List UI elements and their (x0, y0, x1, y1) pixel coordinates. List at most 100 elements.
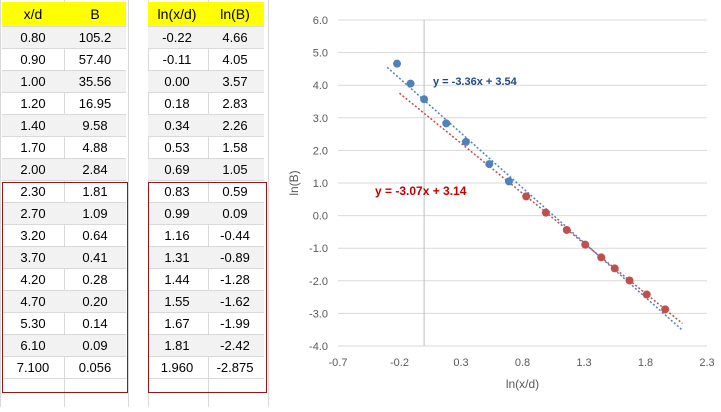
ln-cell[interactable]: -1.99 (206, 312, 264, 335)
ln-cell[interactable]: 1.16 (148, 224, 206, 247)
table-row: 0.34 2.26 (148, 114, 264, 137)
data-point-blue (504, 177, 513, 186)
ln-cell[interactable]: 1.960 (148, 356, 206, 379)
xd-b-cell[interactable]: 9.58 (64, 114, 126, 137)
ln-cell[interactable]: 0.18 (148, 92, 206, 115)
ln-cell[interactable]: 0.00 (148, 70, 206, 93)
ln-cell[interactable]: -1.62 (206, 290, 264, 313)
data-point-blue (485, 160, 494, 169)
data-point-red (562, 225, 571, 234)
xd-b-cell[interactable]: 0.90 (2, 48, 64, 71)
y-tick-label: 0.0 (313, 211, 328, 223)
ln-cell[interactable]: -1.28 (206, 268, 264, 291)
ln-cell[interactable]: 2.83 (206, 92, 264, 115)
x-tick-label: -0.7 (329, 357, 348, 369)
ln-cell[interactable]: 3.57 (206, 70, 264, 93)
xd-b-header-1[interactable]: B (64, 2, 126, 27)
ln-cell[interactable]: 0.34 (148, 114, 206, 137)
table-row: 1.44 -1.28 (148, 268, 264, 291)
data-point-blue (393, 59, 402, 68)
scatter-chart[interactable]: 6.0 5.0 4.0 3.0 2.0 1.0 0.0 -1.0 -2.0 -3.0 -4.0 -0.… (272, 0, 721, 407)
ln-cell[interactable]: -2.42 (206, 334, 264, 357)
chart-svg: 6.05.04.03.02.01.00.0-1.0-2.0-3.0-4.0-0.… (287, 15, 715, 391)
xd-b-cell[interactable]: 0.28 (64, 268, 126, 291)
xd-b-cell[interactable]: 1.81 (64, 180, 126, 203)
xd-b-cell[interactable]: 4.70 (2, 290, 64, 313)
data-table-ln: ln(x/d) ln(B) -0.22 4.66 -0.11 4.05 0.00 3.57 0.… (148, 2, 264, 379)
xd-b-cell[interactable]: 1.09 (64, 202, 126, 225)
ln-cell[interactable]: 0.99 (148, 202, 206, 225)
data-point-red (642, 290, 651, 299)
ln-cell[interactable]: -0.44 (206, 224, 264, 247)
table-row: 1.55 -1.62 (148, 290, 264, 313)
xd-b-cell[interactable]: 1.20 (2, 92, 64, 115)
xd-b-cell[interactable]: 0.09 (64, 334, 126, 357)
ln-cell[interactable]: 1.55 (148, 290, 206, 313)
ln-cell[interactable]: 1.31 (148, 246, 206, 269)
table-row: 0.18 2.83 (148, 92, 264, 115)
x-tick-label: 0.3 (453, 357, 468, 369)
ln-cell[interactable]: 0.69 (148, 158, 206, 181)
xd-b-cell[interactable]: 3.20 (2, 224, 64, 247)
table-row: 0.53 1.58 (148, 136, 264, 159)
ln-cell[interactable]: -0.11 (148, 48, 206, 71)
xd-b-cell[interactable]: 2.30 (2, 180, 64, 203)
ln-cell[interactable]: -0.22 (148, 26, 206, 49)
trendline-red (399, 92, 683, 324)
x-tick-label: -0.2 (390, 357, 409, 369)
x-tick-label: 1.3 (576, 357, 591, 369)
table-row: 4.70 0.20 (2, 290, 126, 313)
y-tick-label: 6.0 (313, 15, 328, 27)
table-row: 1.40 9.58 (2, 114, 126, 137)
xd-b-cell[interactable]: 57.40 (64, 48, 126, 71)
xd-b-cell[interactable]: 1.70 (2, 136, 64, 159)
y-tick-label: -1.0 (309, 243, 328, 255)
ln-cell[interactable]: -0.89 (206, 246, 264, 269)
ln-header-1[interactable]: ln(B) (206, 2, 264, 27)
xd-b-cell[interactable]: 4.20 (2, 268, 64, 291)
ln-cell[interactable]: -2.875 (206, 356, 264, 379)
table-row: 1.20 16.95 (2, 92, 126, 115)
ln-cell[interactable]: 1.67 (148, 312, 206, 335)
xd-b-cell[interactable]: 0.20 (64, 290, 126, 313)
ln-cell[interactable]: 1.81 (148, 334, 206, 357)
ln-cell[interactable]: 2.26 (206, 114, 264, 137)
xd-b-cell[interactable]: 5.30 (2, 312, 64, 335)
y-tick-label: 2.0 (313, 145, 328, 157)
xd-b-cell[interactable]: 0.056 (64, 356, 126, 379)
data-point-blue (420, 95, 429, 104)
ln-cell[interactable]: 0.59 (206, 180, 264, 203)
table-row: 1.00 35.56 (2, 70, 126, 93)
xd-b-cell[interactable]: 0.80 (2, 26, 64, 49)
xd-b-header-0[interactable]: x/d (2, 2, 64, 27)
table-row: 2.70 1.09 (2, 202, 126, 225)
xd-b-cell[interactable]: 7.100 (2, 356, 64, 379)
y-tick-label: 5.0 (313, 48, 328, 60)
xd-b-cell[interactable]: 2.84 (64, 158, 126, 181)
xd-b-cell[interactable]: 16.95 (64, 92, 126, 115)
ln-cell[interactable]: 1.44 (148, 268, 206, 291)
ln-header-0[interactable]: ln(x/d) (148, 2, 206, 27)
ln-cell[interactable]: 4.05 (206, 48, 264, 71)
xd-b-cell[interactable]: 6.10 (2, 334, 64, 357)
xd-b-cell[interactable]: 0.41 (64, 246, 126, 269)
xd-b-cell[interactable]: 2.00 (2, 158, 64, 181)
ln-cell[interactable]: 4.66 (206, 26, 264, 49)
data-point-red (610, 264, 619, 273)
xd-b-cell[interactable]: 35.56 (64, 70, 126, 93)
xd-b-cell[interactable]: 0.14 (64, 312, 126, 335)
xd-b-cell[interactable]: 4.88 (64, 136, 126, 159)
ln-cell[interactable]: 1.05 (206, 158, 264, 181)
xd-b-cell[interactable]: 2.70 (2, 202, 64, 225)
table-row: 1.31 -0.89 (148, 246, 264, 269)
ln-cell[interactable]: 1.58 (206, 136, 264, 159)
ln-cell[interactable]: 0.83 (148, 180, 206, 203)
ln-cell[interactable]: 0.53 (148, 136, 206, 159)
ln-cell[interactable]: 0.09 (206, 202, 264, 225)
table-row: 1.960 -2.875 (148, 356, 264, 379)
xd-b-cell[interactable]: 1.40 (2, 114, 64, 137)
xd-b-cell[interactable]: 0.64 (64, 224, 126, 247)
xd-b-cell[interactable]: 105.2 (64, 26, 126, 49)
xd-b-cell[interactable]: 1.00 (2, 70, 64, 93)
xd-b-cell[interactable]: 3.70 (2, 246, 64, 269)
